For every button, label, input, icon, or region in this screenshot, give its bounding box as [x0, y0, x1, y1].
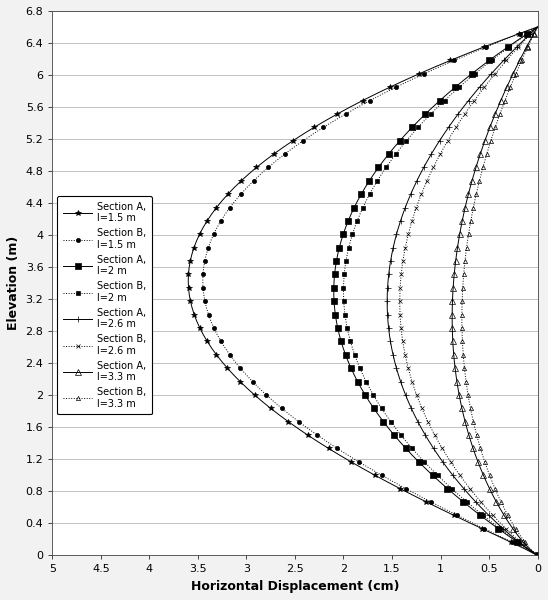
Section B,
l=1.5 m	[237, 191, 244, 198]
Section B,
l=1.5 m	[534, 552, 541, 559]
Section B,
l=2 m	[534, 552, 541, 559]
Section A,
l=3.3 m	[534, 23, 541, 31]
Section B,
l=2.6 m	[411, 211, 418, 218]
Section A,
l=1.5 m	[225, 191, 231, 198]
Section B,
l=2 m	[357, 211, 363, 218]
Section A,
l=3.3 m	[465, 191, 472, 198]
Section B,
l=3.3 m	[507, 83, 513, 91]
Section A,
l=2.6 m	[393, 231, 399, 238]
Section A,
l=2 m	[348, 211, 355, 218]
Section A,
l=2 m	[534, 552, 541, 559]
Line: Section A,
l=1.5 m: Section A, l=1.5 m	[185, 24, 540, 558]
Section B,
l=1.5 m	[393, 83, 399, 91]
Section B,
l=3.3 m	[534, 23, 541, 31]
Section A,
l=1.5 m	[196, 231, 203, 238]
Section A,
l=2.6 m	[391, 238, 398, 245]
Section B,
l=3.3 m	[534, 552, 541, 559]
Section A,
l=2.6 m	[385, 318, 391, 325]
Section A,
l=3.3 m	[456, 231, 463, 238]
Section B,
l=2.6 m	[534, 23, 541, 31]
Section A,
l=3.3 m	[534, 552, 541, 559]
Section A,
l=1.5 m	[208, 211, 215, 218]
Section B,
l=3.3 m	[473, 191, 480, 198]
Section A,
l=2.6 m	[534, 552, 541, 559]
Line: Section A,
l=3.3 m: Section A, l=3.3 m	[449, 24, 540, 558]
Section B,
l=2.6 m	[418, 191, 425, 198]
Section B,
l=3.3 m	[469, 211, 475, 218]
Section A,
l=2.6 m	[534, 23, 541, 31]
Line: Section B,
l=1.5 m: Section B, l=1.5 m	[201, 25, 540, 557]
Y-axis label: Elevation (m): Elevation (m)	[7, 236, 20, 331]
Section A,
l=2.6 m	[399, 211, 406, 218]
Section B,
l=1.5 m	[208, 318, 214, 325]
Section B,
l=2.6 m	[481, 83, 488, 91]
Section A,
l=1.5 m	[534, 23, 541, 31]
Line: Section B,
l=2 m: Section B, l=2 m	[341, 25, 540, 557]
Section B,
l=1.5 m	[534, 23, 541, 31]
Section A,
l=2 m	[534, 23, 541, 31]
Section A,
l=2 m	[452, 83, 459, 91]
Section B,
l=2.6 m	[397, 318, 404, 325]
Section B,
l=2 m	[456, 83, 463, 91]
Section A,
l=1.5 m	[534, 552, 541, 559]
Section B,
l=3.3 m	[465, 231, 472, 238]
Section B,
l=2.6 m	[403, 238, 410, 245]
X-axis label: Horizontal Displacement (cm): Horizontal Displacement (cm)	[191, 580, 399, 593]
Section B,
l=2 m	[349, 231, 356, 238]
Section A,
l=3.3 m	[504, 83, 510, 91]
Section B,
l=2.6 m	[534, 552, 541, 559]
Legend: Section A,
l=1.5 m, Section B,
l=1.5 m, Section A,
l=2 m, Section B,
l=2 m, Sect: Section A, l=1.5 m, Section B, l=1.5 m, …	[57, 196, 152, 415]
Line: Section A,
l=2 m: Section A, l=2 m	[331, 24, 540, 558]
Section A,
l=2 m	[358, 191, 364, 198]
Section B,
l=2 m	[342, 318, 349, 325]
Section B,
l=2 m	[534, 23, 541, 31]
Section B,
l=1.5 m	[207, 238, 214, 245]
Section B,
l=3.3 m	[464, 238, 471, 245]
Line: Section B,
l=3.3 m: Section B, l=3.3 m	[460, 25, 540, 557]
Section A,
l=1.5 m	[193, 238, 200, 245]
Section B,
l=2 m	[366, 191, 373, 198]
Section B,
l=3.3 m	[459, 318, 465, 325]
Line: Section B,
l=2.6 m: Section B, l=2.6 m	[398, 25, 540, 557]
Section A,
l=3.3 m	[460, 211, 467, 218]
Section B,
l=1.5 m	[210, 231, 217, 238]
Section A,
l=2 m	[333, 318, 340, 325]
Section B,
l=1.5 m	[222, 211, 229, 218]
Section A,
l=2.6 m	[407, 191, 414, 198]
Section A,
l=1.5 m	[386, 83, 393, 91]
Section A,
l=2 m	[340, 231, 346, 238]
Section A,
l=3.3 m	[455, 238, 462, 245]
Section A,
l=2 m	[338, 238, 344, 245]
Section A,
l=2.6 m	[476, 83, 483, 91]
Section A,
l=3.3 m	[449, 318, 455, 325]
Section A,
l=1.5 m	[193, 318, 200, 325]
Section B,
l=2.6 m	[405, 231, 412, 238]
Section B,
l=2 m	[347, 238, 354, 245]
Line: Section A,
l=2.6 m: Section A, l=2.6 m	[384, 24, 540, 558]
